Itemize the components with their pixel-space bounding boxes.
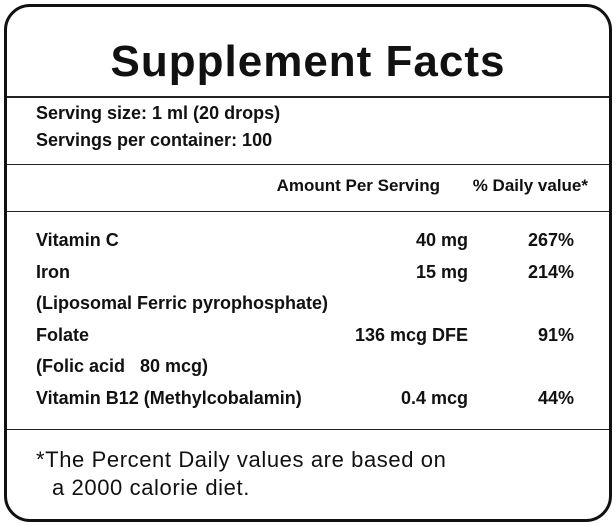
- nutrient-daily-value: 214%: [527, 261, 574, 282]
- footnote-line: *The Percent Daily values are based on: [36, 447, 447, 472]
- daily-value-header: % Daily value*: [472, 176, 588, 195]
- nutrient-amount: 136 mcg DFE: [354, 324, 468, 345]
- nutrient-daily-value: 91%: [537, 324, 574, 345]
- divider: [7, 96, 609, 98]
- title: Supplement Facts: [110, 37, 506, 86]
- nutrient-daily-value: 267%: [527, 230, 574, 250]
- nutrient-amount: 15 mg: [415, 261, 468, 282]
- nutrient-name: Folate: [36, 324, 90, 345]
- nutrient-amount: 0.4 mcg: [400, 387, 468, 408]
- divider: [7, 164, 609, 165]
- footnote-line: a 2000 calorie diet.: [52, 475, 250, 500]
- divider: [7, 429, 609, 430]
- nutrient-note: (Folic acid 80 mcg): [36, 356, 209, 376]
- nutrient-amount: 40 mg: [415, 230, 468, 250]
- nutrient-daily-value: 44%: [537, 387, 574, 408]
- amount-header: Amount Per Serving: [276, 176, 440, 195]
- label-border: [4, 4, 612, 522]
- nutrient-note: (Liposomal Ferric pyrophosphate): [36, 293, 329, 313]
- nutrient-name: Vitamin B12 (Methylcobalamin): [36, 387, 302, 408]
- servings-per-container: Servings per container: 100: [36, 130, 273, 150]
- divider: [7, 211, 609, 212]
- nutrient-name: Iron: [36, 261, 70, 282]
- serving-size: Serving size: 1 ml (20 drops): [36, 103, 281, 123]
- nutrient-name: Vitamin C: [36, 230, 119, 250]
